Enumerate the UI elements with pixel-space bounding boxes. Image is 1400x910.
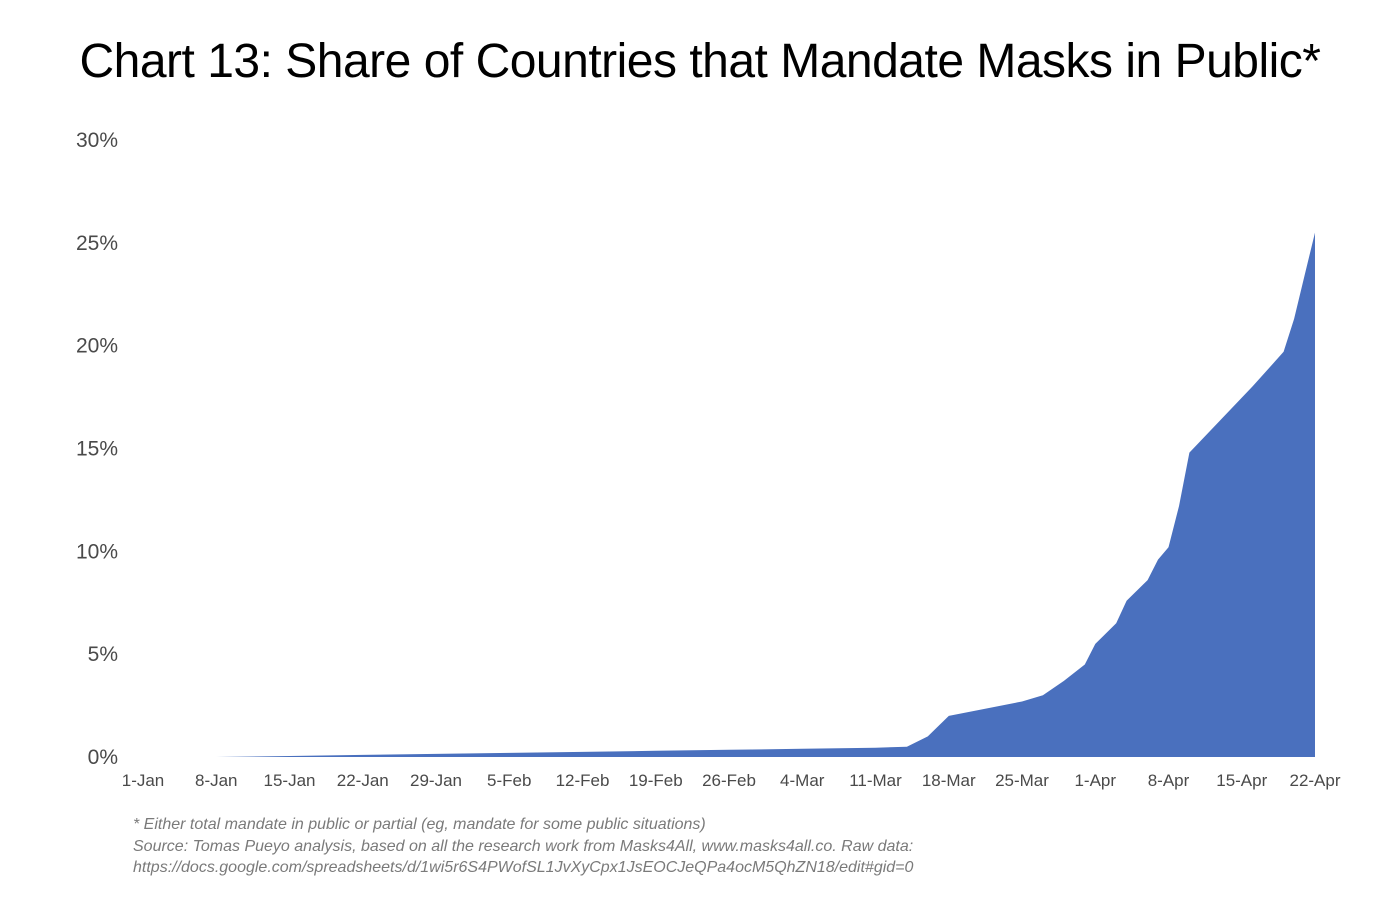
x-tick-label: 19-Feb [629,771,683,790]
x-axis: 1-Jan 8-Jan 15-Jan 22-Jan 29-Jan 5-Feb 12-Feb 1… [122,771,1341,790]
x-tick-label: 1-Apr [1074,771,1116,790]
y-tick-label: 5% [88,643,118,666]
x-tick-label: 15-Apr [1216,771,1267,790]
y-tick-label: 25% [76,232,118,255]
x-tick-label: 22-Jan [337,771,389,790]
y-tick-label: 30% [76,129,118,152]
x-tick-label: 1-Jan [122,771,165,790]
y-tick-label: 20% [76,335,118,358]
x-tick-label: 11-Mar [849,771,902,790]
y-tick-label: 10% [76,540,118,563]
x-tick-label: 8-Apr [1148,771,1190,790]
x-tick-label: 8-Jan [195,771,238,790]
footnotes: * Either total mandate in public or part… [133,814,1333,879]
y-axis: 0% 5% 10% 15% 20% 25% 30% [76,129,118,769]
x-tick-label: 18-Mar [922,771,976,790]
plot-area [143,232,1315,758]
area-series-fill [143,232,1315,758]
x-tick-label: 4-Mar [780,771,825,790]
footnote-mandate-definition: * Either total mandate in public or part… [133,816,706,833]
x-tick-label: 29-Jan [410,771,462,790]
x-tick-label: 25-Mar [995,771,1049,790]
x-tick-label: 15-Jan [264,771,316,790]
chart-title: Chart 13: Share of Countries that Mandat… [79,35,1321,88]
x-tick-label: 12-Feb [556,771,610,790]
footnote-raw-data-link: https://docs.google.com/spreadsheets/d/1… [133,859,914,876]
footnote-source: Source: Tomas Pueyo analysis, based on a… [133,837,914,855]
y-tick-label: 0% [88,746,118,769]
x-tick-label: 22-Apr [1289,771,1340,790]
x-tick-label: 26-Feb [702,771,756,790]
y-tick-label: 15% [76,438,118,461]
x-tick-label: 5-Feb [487,771,531,790]
